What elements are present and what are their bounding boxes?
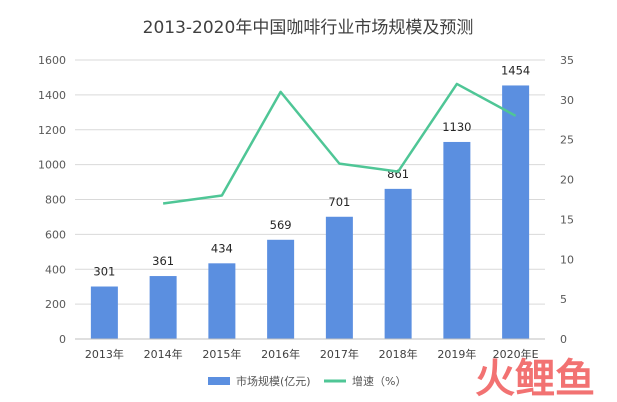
x-tick-label: 2014年	[144, 347, 183, 361]
x-tick-label: 2018年	[379, 347, 418, 361]
y-tick-label: 200	[45, 298, 66, 311]
y2-tick-label: 20	[560, 174, 574, 187]
y2-tick-label: 30	[560, 94, 574, 107]
bar-value-label: 569	[270, 218, 292, 232]
y-tick-label: 800	[45, 194, 66, 207]
growth-line	[162, 82, 517, 205]
bar	[502, 85, 530, 340]
bar-value-label: 301	[93, 265, 115, 279]
x-tick-label: 2020年E	[493, 347, 539, 361]
gridlines	[75, 59, 545, 340]
y2-tick-label: 10	[560, 253, 574, 266]
legend-line-label: 增速（%）	[352, 374, 406, 388]
y-tick-label: 1200	[38, 124, 66, 137]
bar-series: 301 361 434 569 701 861 1130 1454	[90, 63, 530, 340]
right-axis: 0 5 10 15 20 25 30 35	[560, 54, 574, 346]
bar-value-label: 1130	[442, 120, 471, 134]
x-tick-label: 2015年	[202, 347, 241, 361]
bar	[384, 188, 412, 339]
y2-tick-label: 25	[560, 134, 574, 147]
x-tick-label: 2016年	[261, 347, 300, 361]
y2-tick-label: 5	[560, 293, 567, 306]
bar	[90, 286, 118, 339]
bar	[208, 263, 236, 339]
x-tick-label: 2017年	[320, 347, 359, 361]
bar-value-label: 361	[152, 254, 174, 268]
y-tick-label: 400	[45, 263, 66, 276]
legend-bar-label: 市场规模(亿元)	[236, 374, 311, 388]
legend-bar-swatch	[208, 377, 230, 385]
bar-value-label: 434	[211, 241, 233, 255]
chart-title: 2013-2020年中国咖啡行业市场规模及预测	[143, 18, 474, 38]
y-tick-label: 0	[59, 333, 66, 346]
y-tick-label: 1000	[38, 159, 66, 172]
y-tick-label: 600	[45, 228, 66, 241]
line-series	[162, 82, 517, 205]
brand-watermark: 火鲤鱼	[475, 356, 595, 402]
left-axis: 0 200 400 600 800 1000 1200 1400 1600	[38, 54, 66, 346]
bar	[443, 141, 471, 339]
bar	[325, 216, 353, 339]
watermark-text: 火鲤鱼	[475, 356, 595, 402]
x-tick-label: 2019年	[437, 347, 476, 361]
y2-tick-label: 0	[560, 333, 567, 346]
x-axis: 2013年 2014年 2015年 2016年 2017年 2018年 2019年 2020年…	[75, 338, 545, 361]
y2-tick-label: 15	[560, 213, 574, 226]
bar	[149, 276, 177, 339]
x-tick-label: 2013年	[85, 347, 124, 361]
bar-value-label: 701	[328, 195, 350, 209]
y-tick-label: 1600	[38, 54, 66, 67]
y2-tick-label: 35	[560, 54, 574, 67]
bar	[267, 239, 295, 339]
y-tick-label: 1400	[38, 89, 66, 102]
bar-value-label: 1454	[501, 63, 530, 77]
bar-value-label: 861	[387, 167, 409, 181]
legend: 市场规模(亿元) 增速（%）	[208, 374, 406, 388]
